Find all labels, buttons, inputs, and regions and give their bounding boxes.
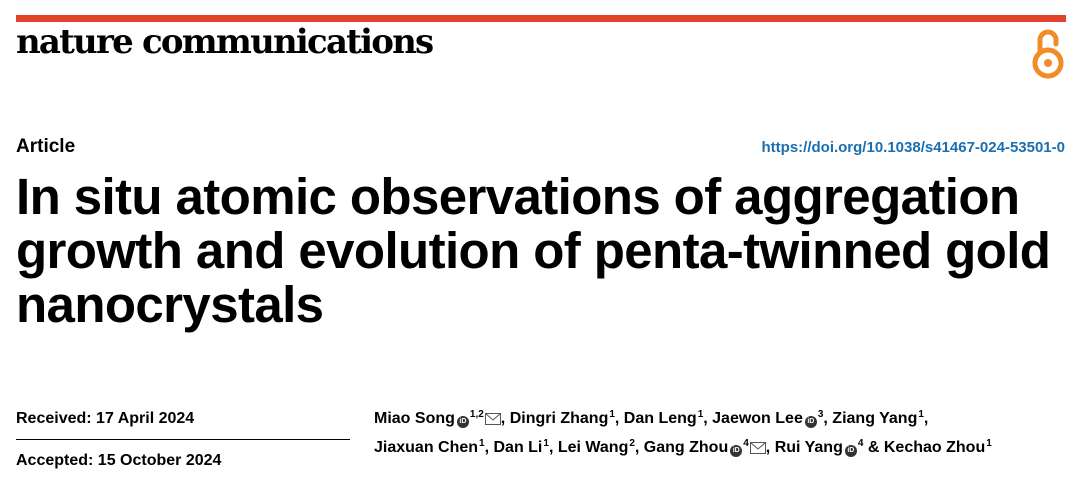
affiliation-number: 1 <box>918 409 924 420</box>
journal-accent-bar <box>16 15 1066 22</box>
affiliation-number: 1 <box>609 409 615 420</box>
received-date: Received: 17 April 2024 <box>16 410 195 427</box>
accepted-date: Accepted: 15 October 2024 <box>16 452 222 469</box>
orcid-icon[interactable]: iD <box>730 445 743 457</box>
orcid-icon[interactable]: iD <box>456 416 469 428</box>
author-ziang-yang[interactable]: Ziang Yang1 <box>832 409 924 428</box>
affiliation-number: 1 <box>543 438 549 449</box>
author-separator: , <box>548 439 558 456</box>
author-dan-leng[interactable]: Dan Leng1 <box>623 409 704 428</box>
affiliation-number: 1 <box>986 438 992 449</box>
author-separator: , <box>703 410 713 427</box>
affiliation-number: 3 <box>817 409 824 420</box>
author-miao-song[interactable]: Miao Song iD1,2 <box>374 409 501 428</box>
affiliation-number: 4 <box>857 438 864 449</box>
author-separator: , <box>500 410 510 427</box>
author-separator: , <box>634 439 644 456</box>
author-separator: , <box>614 410 624 427</box>
title-line-1: In situ atomic observations of aggregati… <box>16 168 1020 225</box>
affiliation-number: 4 <box>743 438 749 449</box>
email-envelope-icon[interactable] <box>749 442 766 454</box>
author-name: Ziang Yang <box>832 410 918 427</box>
orcid-icon[interactable]: iD <box>844 445 857 457</box>
affiliation-number: 1 <box>479 438 485 449</box>
journal-name[interactable]: nature communications <box>16 22 434 62</box>
author-name: Rui Yang <box>774 439 843 456</box>
author-separator: , <box>823 410 833 427</box>
affiliation-number: 2 <box>629 438 635 449</box>
author-dingri-zhang[interactable]: Dingri Zhang1 <box>509 409 615 428</box>
article-title: In situ atomic observations of aggregati… <box>16 170 1076 332</box>
author-list: Miao Song iD1,2, Dingri Zhang1, Dan Leng1… <box>374 404 1074 462</box>
author-separator: & <box>863 439 884 456</box>
author-separator: , <box>923 410 929 427</box>
affiliation-number: 1,2 <box>469 409 484 420</box>
author-jiaxuan-chen[interactable]: Jiaxuan Chen1 <box>374 438 485 457</box>
author-name: Lei Wang <box>557 439 629 456</box>
date-divider <box>16 439 350 440</box>
orcid-icon[interactable]: iD <box>804 416 817 428</box>
author-jaewon-lee[interactable]: Jaewon Lee iD3 <box>712 409 824 428</box>
author-name: Dingri Zhang <box>509 410 609 427</box>
author-name: Jaewon Lee <box>712 410 803 427</box>
author-dan-li[interactable]: Dan Li1 <box>493 438 549 457</box>
author-separator: , <box>765 439 775 456</box>
title-line-3: nanocrystals <box>16 276 324 333</box>
article-type-label: Article <box>16 136 76 157</box>
title-line-2: growth and evolution of penta-twinned go… <box>16 222 1051 279</box>
author-name: Kechao Zhou <box>883 439 986 456</box>
email-envelope-icon[interactable] <box>484 413 501 425</box>
author-name: Jiaxuan Chen <box>374 439 479 456</box>
author-kechao-zhou[interactable]: Kechao Zhou1 <box>883 438 992 457</box>
author-name: Gang Zhou <box>643 439 729 456</box>
author-lei-wang[interactable]: Lei Wang2 <box>557 438 635 457</box>
author-gang-zhou[interactable]: Gang Zhou iD4 <box>643 438 766 457</box>
author-name: Miao Song <box>374 410 455 427</box>
author-rui-yang[interactable]: Rui Yang iD4 <box>774 438 864 457</box>
author-separator: , <box>484 439 494 456</box>
open-access-lock-icon <box>1032 29 1064 79</box>
affiliation-number: 1 <box>697 409 704 420</box>
author-name: Dan Leng <box>623 410 697 427</box>
author-name: Dan Li <box>493 439 543 456</box>
doi-link[interactable]: https://doi.org/10.1038/s41467-024-53501… <box>761 139 1066 156</box>
